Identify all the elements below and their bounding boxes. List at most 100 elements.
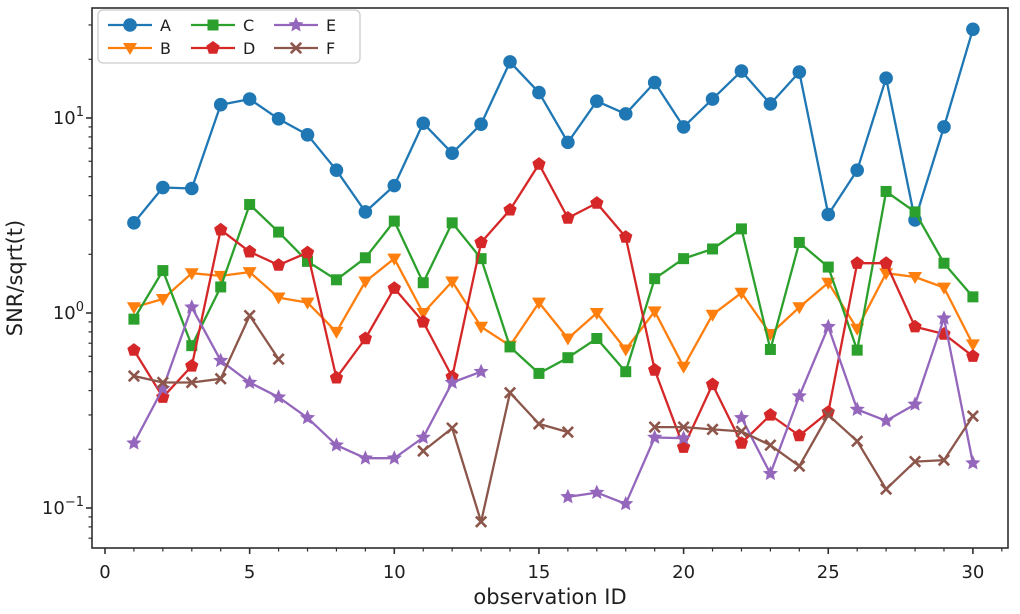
- series-C-marker: [735, 223, 747, 235]
- series-A-marker: [937, 120, 951, 134]
- series-C-marker: [562, 352, 574, 364]
- series-E-marker: [762, 465, 778, 481]
- series-D-marker: [214, 222, 228, 236]
- series-C-marker: [678, 253, 690, 265]
- series-B-marker: [474, 321, 489, 334]
- series-F-marker: [735, 425, 748, 438]
- series-A-marker: [734, 64, 749, 78]
- series-A-marker: [156, 180, 170, 195]
- series-B-marker: [155, 293, 170, 306]
- plot-frame: [91, 7, 1009, 549]
- series-D-marker: [243, 244, 257, 258]
- series-C-marker: [620, 366, 632, 378]
- series-F-marker: [243, 309, 256, 322]
- series-C-marker: [273, 226, 285, 238]
- series-B-marker: [445, 276, 460, 289]
- series-E-marker: [473, 363, 489, 379]
- series-B-marker: [242, 267, 257, 280]
- series-E-marker: [560, 488, 576, 504]
- series-C-marker: [851, 344, 863, 356]
- x-axis: 0 5 10 15 20 25 30 observation ID: [99, 548, 1003, 609]
- x-tick-label: 25: [817, 562, 840, 583]
- legend-label: D: [243, 39, 255, 58]
- series-A-marker: [561, 135, 575, 150]
- series-B-marker: [618, 344, 633, 357]
- series-D-marker: [300, 245, 315, 259]
- series-C-marker: [302, 255, 314, 267]
- series-D-marker: [734, 436, 749, 449]
- series-E-marker: [589, 484, 605, 499]
- series-D-marker: [474, 235, 488, 249]
- series-B-marker: [705, 309, 720, 322]
- series-B-marker: [936, 282, 951, 295]
- legend-marker-B: [123, 43, 137, 55]
- x-tick-label: 30: [961, 562, 984, 583]
- series-E-marker: [126, 435, 142, 450]
- legend: AB CD EF: [97, 9, 361, 64]
- series-B-marker: [560, 333, 575, 346]
- series-F-marker: [127, 369, 141, 383]
- series-C-marker: [359, 252, 371, 264]
- series-E-marker: [184, 299, 200, 314]
- series-E-marker: [386, 450, 402, 465]
- series-F-line: [654, 413, 974, 491]
- y-axis-label: SNR/sqrt(t): [3, 220, 27, 336]
- series-A-marker: [127, 216, 141, 230]
- series-A-marker: [445, 146, 459, 160]
- legend-label: A: [160, 16, 171, 35]
- series-B-marker: [821, 277, 836, 290]
- series-F-marker: [764, 439, 777, 452]
- series-D-marker: [850, 256, 864, 269]
- series-B-marker: [329, 326, 344, 339]
- series-C-marker: [938, 257, 950, 269]
- series-A-marker: [879, 71, 893, 85]
- series-B-marker: [908, 271, 923, 284]
- series-A-marker: [184, 181, 199, 196]
- series-C-marker: [157, 265, 169, 277]
- series-F-marker: [879, 482, 893, 496]
- series-D-marker: [503, 202, 517, 216]
- series-E-marker: [733, 409, 750, 425]
- series-F-marker: [272, 353, 285, 366]
- series-A-marker: [821, 207, 836, 222]
- series-A-marker: [590, 94, 604, 108]
- series-D-marker: [532, 157, 546, 170]
- series-C-marker: [967, 291, 979, 303]
- series-A-marker: [358, 205, 373, 219]
- series-B-marker: [416, 308, 431, 320]
- series-C-marker: [591, 332, 603, 344]
- legend-entry-C: C: [191, 16, 254, 35]
- series-F-marker: [156, 376, 169, 389]
- series-F: [127, 309, 980, 528]
- series-C-marker: [417, 277, 429, 289]
- series-F-marker: [185, 376, 198, 389]
- series-D-marker: [763, 408, 777, 421]
- legend-entry-E: E: [274, 16, 336, 35]
- series-A-marker: [213, 97, 228, 112]
- legend-label: E: [326, 16, 336, 35]
- series-F-marker: [822, 408, 835, 422]
- series-A-marker: [271, 112, 286, 126]
- series-D-marker: [561, 211, 575, 224]
- series-B-marker: [300, 297, 315, 310]
- series-F-marker: [966, 409, 980, 423]
- series-A-marker: [387, 178, 402, 193]
- series-A-marker: [242, 92, 257, 106]
- series-B: [126, 253, 980, 374]
- series-A-marker: [329, 163, 344, 177]
- series-B-marker: [126, 302, 141, 315]
- series-B-marker: [387, 253, 402, 266]
- series-E-marker: [907, 396, 923, 411]
- series-C-marker: [880, 185, 892, 197]
- legend-entry-D: D: [191, 39, 255, 58]
- legend-marker-C: [207, 19, 219, 31]
- series-E-marker: [271, 389, 287, 404]
- series-A-marker: [532, 85, 546, 100]
- series-E-marker: [299, 409, 316, 425]
- legend-marker-F: [289, 41, 303, 55]
- y-axis: 101 100 10−1 SNR/sqrt(t): [3, 24, 92, 539]
- series-D-marker: [792, 428, 806, 442]
- legend-label: B: [160, 39, 171, 58]
- series-C-marker: [707, 243, 719, 255]
